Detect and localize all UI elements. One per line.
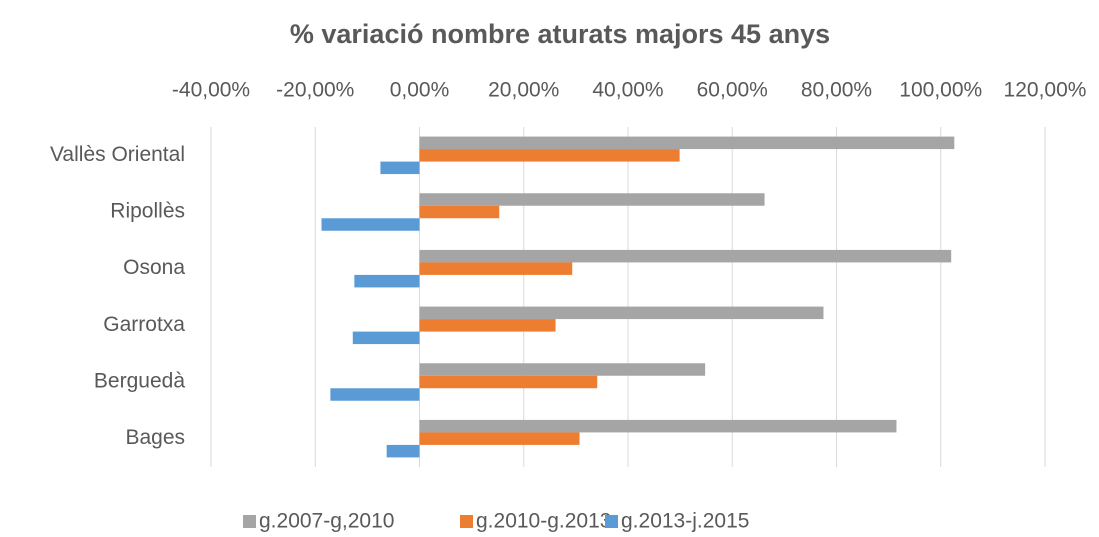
y-tick-label: Bages [125, 426, 185, 449]
bar [380, 161, 420, 175]
bar [419, 363, 706, 376]
bar [419, 193, 765, 206]
bar [330, 388, 420, 401]
legend-label: g.2010-g.2013 [476, 510, 611, 533]
bar [419, 432, 580, 445]
bar [419, 375, 598, 389]
bar [419, 419, 897, 433]
bar [321, 218, 420, 231]
bar [419, 319, 556, 332]
y-tick-label: Vallès Oriental [50, 143, 185, 166]
y-tick-label: Ripollès [110, 200, 185, 223]
x-tick-label: 60,00% [697, 79, 768, 102]
x-tick-label: -20,00% [276, 79, 354, 102]
x-tick-label: 100,00% [899, 79, 982, 102]
bar [352, 331, 420, 345]
x-tick-label: -40,00% [172, 79, 250, 102]
bar [419, 149, 680, 162]
y-tick-label: Osona [123, 256, 185, 279]
bar [419, 136, 955, 150]
legend-swatch [243, 515, 256, 528]
legend-label: g.2013-j.2015 [621, 510, 749, 533]
y-tick-label: Garrotxa [103, 313, 185, 336]
x-tick-label: 80,00% [801, 79, 872, 102]
x-tick-label: 40,00% [592, 79, 663, 102]
bar [419, 205, 500, 219]
bar [354, 274, 420, 288]
x-tick-label: 0,00% [390, 79, 450, 102]
legend-swatch [460, 515, 473, 528]
y-tick-label: Berguedà [94, 370, 185, 393]
bar [419, 249, 952, 263]
bar [386, 444, 420, 458]
x-tick-label: 20,00% [488, 79, 559, 102]
bar [419, 262, 573, 275]
chart-title: % variació nombre aturats majors 45 anys [290, 19, 830, 49]
x-tick-label: 120,00% [1004, 79, 1087, 102]
legend-label: g.2007-g,2010 [259, 510, 394, 533]
bar [419, 306, 824, 320]
legend-swatch [605, 515, 618, 528]
